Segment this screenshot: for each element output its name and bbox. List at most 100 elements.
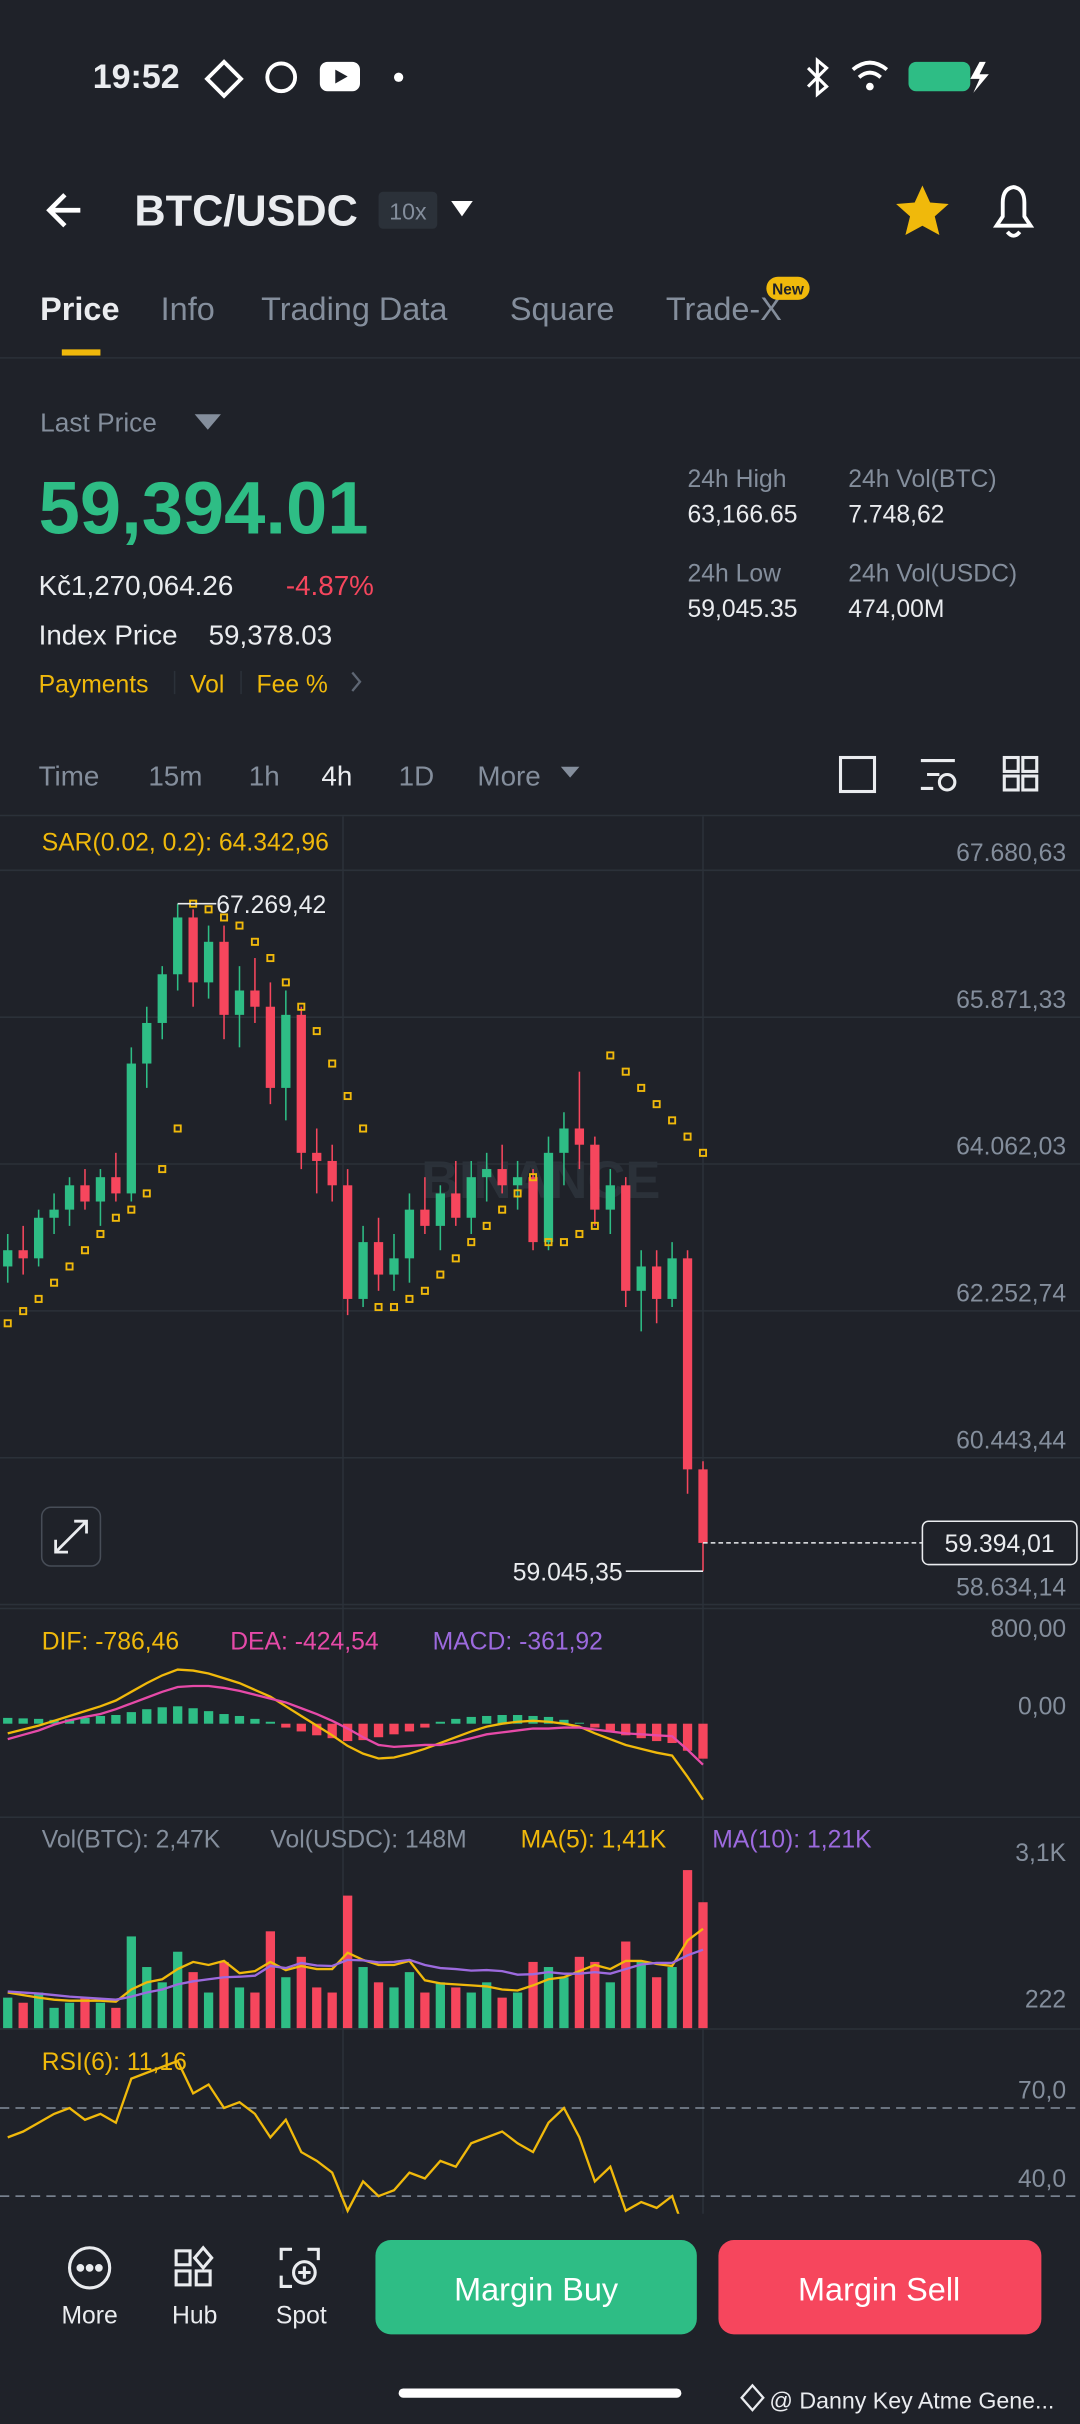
- link[interactable]: Payments: [39, 672, 149, 699]
- margin-buy-label[interactable]: Margin Buy: [454, 2271, 619, 2307]
- macd-bar: [126, 1712, 136, 1724]
- macd-bar: [420, 1723, 430, 1728]
- macd-bar: [559, 1719, 569, 1724]
- sar-dot: [328, 1059, 337, 1068]
- sar-dot: [312, 1027, 321, 1036]
- candle-body: [404, 1209, 415, 1259]
- candle-body: [543, 1152, 554, 1243]
- tab[interactable]: Trading Data: [261, 291, 448, 327]
- macd-bar: [590, 1723, 600, 1728]
- pair-title[interactable]: BTC/USDC: [134, 188, 357, 236]
- candle-body: [512, 1177, 523, 1186]
- home-indicator: [398, 2388, 682, 2398]
- macd-bar: [667, 1723, 677, 1744]
- macd-legend: MACD: -361,92: [433, 1628, 603, 1655]
- sar-dot: [266, 954, 275, 963]
- candle-body: [188, 917, 198, 983]
- link[interactable]: Vol: [190, 672, 224, 699]
- macd-bar: [265, 1721, 276, 1724]
- interval[interactable]: Time: [39, 760, 100, 791]
- price-type[interactable]: Last Price: [40, 407, 157, 437]
- stat-label: 24h Vol(USDC): [848, 560, 1017, 587]
- price-plot: [3, 899, 708, 1572]
- tab[interactable]: Info: [161, 291, 215, 327]
- volume-bar: [559, 1977, 569, 2029]
- new-badge: [766, 276, 810, 300]
- macd-bar: [373, 1723, 384, 1738]
- favorite-star[interactable]: [896, 185, 949, 235]
- nav-label[interactable]: Spot: [276, 2303, 327, 2330]
- volume-bar: [435, 1982, 445, 2029]
- candle-body: [559, 1128, 569, 1153]
- volume-bar: [590, 1961, 600, 2029]
- sar-dot: [173, 1124, 182, 1133]
- volume-bar: [126, 1936, 136, 2029]
- rsi-legend: RSI(6): 11,16: [42, 2049, 187, 2076]
- volume-bar: [698, 1902, 708, 2029]
- more-dropdown[interactable]: [560, 766, 580, 778]
- price-type-dropdown[interactable]: [194, 414, 221, 430]
- candle-body: [296, 1014, 306, 1153]
- candle-body: [64, 1185, 75, 1210]
- nav-label[interactable]: More: [61, 2303, 117, 2330]
- link[interactable]: Fee %: [256, 672, 327, 699]
- vol-legend: MA(10): 1,21K: [712, 1826, 872, 1853]
- macd-bar: [358, 1723, 368, 1741]
- volume-bar: [497, 1997, 507, 2029]
- sar-dot: [544, 1238, 553, 1247]
- margin-sell-label[interactable]: Margin Sell: [798, 2271, 960, 2307]
- candle-body: [234, 990, 245, 1015]
- pair-dropdown[interactable]: [451, 200, 473, 217]
- candle-body: [698, 1469, 708, 1543]
- macd-bar: [652, 1723, 662, 1742]
- rsi-plot: [7, 2059, 680, 2214]
- tab[interactable]: Square: [510, 291, 615, 327]
- sar-dot: [158, 1165, 167, 1174]
- volume-bar: [49, 2007, 59, 2029]
- footer-watermark: @ Danny Key Atme Gene...: [769, 2388, 1054, 2414]
- interval[interactable]: 4h: [321, 760, 352, 791]
- interval[interactable]: 1D: [399, 760, 435, 791]
- margin-buy-button[interactable]: [375, 2240, 697, 2335]
- candle-body: [435, 1193, 445, 1226]
- volume-bar: [512, 1992, 523, 2029]
- tab[interactable]: Trade-X: [666, 291, 782, 327]
- margin-sell-button[interactable]: [718, 2240, 1042, 2335]
- sar-dot: [652, 1100, 661, 1109]
- last-price: 59,394.01: [39, 466, 369, 549]
- alert-bell[interactable]: [992, 185, 1035, 238]
- interval[interactable]: 1h: [249, 760, 280, 791]
- volume-bar: [451, 1987, 461, 2029]
- sar-dot: [482, 1221, 491, 1230]
- candle-body: [482, 1169, 492, 1178]
- nav-label[interactable]: Hub: [172, 2303, 217, 2330]
- back-button[interactable]: [46, 193, 81, 228]
- interval[interactable]: 15m: [148, 760, 202, 791]
- sar-dot: [235, 921, 244, 930]
- y-tick-label: 800,00: [991, 1616, 1067, 1643]
- volume-bar: [281, 1977, 291, 2029]
- ma5-line: [7, 1927, 704, 2003]
- candle-body: [111, 1177, 121, 1194]
- leverage: 10x: [389, 199, 427, 225]
- tab[interactable]: Price: [40, 291, 119, 327]
- volume-bar: [188, 1972, 198, 2029]
- tool-icon[interactable]: [838, 755, 877, 794]
- tool-icon[interactable]: [1002, 755, 1020, 773]
- macd-bar: [404, 1723, 415, 1732]
- tool-icon[interactable]: [920, 759, 955, 790]
- sar-dot: [374, 1303, 383, 1312]
- volume-bar: [18, 2002, 28, 2029]
- macd-bar: [80, 1717, 90, 1724]
- fiat-price: Kč1,270,064.26: [39, 570, 234, 601]
- y-tick-label: 65.871,33: [956, 987, 1066, 1014]
- volume-bar: [373, 1982, 384, 2029]
- candle-body: [497, 1169, 507, 1186]
- sar-dot: [637, 1083, 646, 1092]
- macd-bar: [234, 1715, 245, 1724]
- interval[interactable]: More: [477, 760, 540, 791]
- sar-dot: [590, 1221, 599, 1230]
- candle-body: [605, 1185, 615, 1210]
- macd-bar: [95, 1715, 106, 1724]
